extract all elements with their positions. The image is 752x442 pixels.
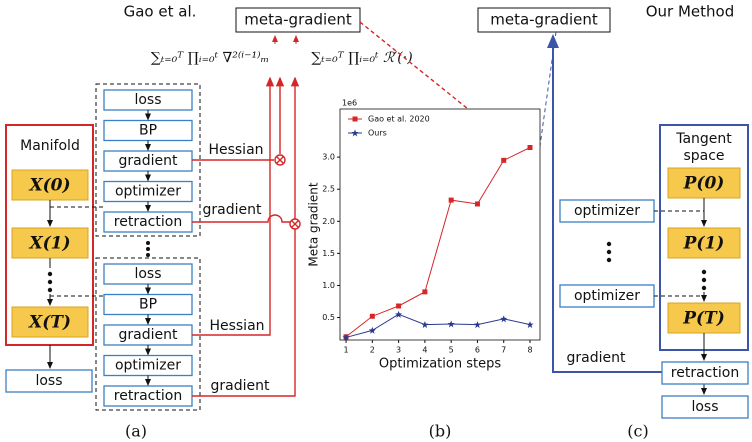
marker [369, 313, 375, 319]
x-tick-label: 3 [396, 346, 401, 355]
series-line [345, 147, 531, 338]
block-label: optimizer [115, 358, 181, 374]
header-right: Our Method [646, 3, 735, 21]
block-label: BP [139, 297, 157, 313]
optimizer-label: optimizer [574, 203, 640, 219]
x-tick-label: 7 [501, 346, 506, 355]
box [235, 7, 361, 33]
state [667, 227, 741, 259]
state [11, 227, 89, 259]
marker [395, 310, 403, 318]
y-tick-label: 2.5 [322, 185, 335, 194]
marker [368, 326, 376, 334]
block [95, 257, 201, 411]
gradient-label: gradient [567, 350, 626, 366]
x-tick-label: 6 [475, 346, 480, 355]
block-label: loss [134, 266, 161, 282]
caption: (a) [125, 422, 147, 441]
edge-label: gradient [211, 378, 270, 394]
y-tick-label: 3.0 [322, 153, 335, 162]
chart: (b) 0.5 1.0 1.5 2.0 2.5 3.0 1 2 3 4 5 6 7 8 1e6 Optimiz… [307, 99, 541, 441]
space-label: Tangent [675, 131, 732, 147]
x-axis-title: Optimization steps [379, 357, 501, 372]
block-label: gradient [119, 327, 178, 343]
x-tick-label: 8 [527, 346, 532, 355]
legend-marker [352, 116, 358, 122]
box [477, 7, 611, 33]
meta-left: meta-gradient [244, 11, 352, 29]
loss-label: loss [35, 373, 62, 389]
edge-label: gradient [203, 202, 262, 218]
marker [474, 201, 480, 207]
legend-label: Ours [368, 129, 387, 138]
optimizer-label: optimizer [574, 288, 640, 304]
y-axis-title: Meta gradient [307, 182, 321, 266]
y-tick-label: 0.5 [322, 313, 335, 322]
layout: Gao et al. Our Method meta-gradient meta… [5, 3, 749, 441]
block-label: BP [139, 123, 157, 139]
edge-label: Hessian [209, 318, 264, 334]
state-label: X(T) [28, 313, 71, 333]
state-label: P(1) [683, 234, 725, 254]
block-label: retraction [114, 214, 182, 230]
formula-left: ∑ₜ₌₀ᵀ ∏ᵢ₌₀ᵗ ∇²⁽ⁱ⁻¹⁾ₘ [151, 50, 269, 66]
box [5, 369, 93, 393]
block-label: optimizer [115, 184, 181, 200]
legend-label: Gao et al. 2020 [368, 115, 430, 124]
retraction-label: retraction [671, 365, 739, 381]
x-tick-label: 5 [449, 346, 454, 355]
marker [421, 321, 429, 329]
block-label: gradient [119, 153, 178, 169]
marker [448, 197, 454, 203]
marker [342, 333, 350, 341]
meta-right: meta-gradient [490, 11, 598, 29]
marker [396, 303, 402, 309]
series-line [345, 313, 531, 338]
space-label: space [683, 148, 724, 164]
scale-label: 1e6 [342, 99, 357, 108]
marker [526, 321, 534, 329]
legend-marker [351, 129, 359, 137]
block [95, 83, 201, 237]
state-label: X(1) [28, 234, 70, 254]
state [11, 306, 89, 338]
caption: (b) [429, 422, 452, 441]
plot-frame [339, 108, 541, 341]
block-label: loss [134, 92, 161, 108]
x-tick-label: 1 [343, 346, 348, 355]
box [661, 361, 749, 385]
marker [422, 289, 428, 295]
x-tick-label: 2 [370, 346, 375, 355]
box [661, 395, 749, 419]
state-label: P(T) [682, 309, 725, 329]
manifold-label: Manifold [20, 138, 80, 154]
state-label: X(0) [28, 176, 70, 196]
formula-right: ∑ₜ₌₀ᵀ ∏ᵢ₌₀ᵗ ℛ′(·) [311, 50, 412, 66]
marker [473, 321, 481, 329]
header-left: Gao et al. [124, 3, 197, 21]
caption: (c) [627, 422, 648, 441]
marker [447, 320, 455, 328]
state [667, 167, 741, 199]
state [667, 302, 741, 334]
marker [501, 157, 507, 163]
y-tick-label: 1.0 [322, 281, 335, 290]
edge-label: Hessian [208, 142, 263, 158]
y-tick-label: 1.5 [322, 249, 335, 258]
state [11, 169, 89, 201]
marker [527, 145, 533, 150]
loss-label: loss [691, 399, 718, 415]
state-label: P(0) [683, 174, 725, 194]
y-tick-label: 2.0 [322, 217, 335, 226]
block-label: retraction [114, 388, 182, 404]
marker [500, 315, 508, 323]
x-tick-label: 4 [422, 346, 427, 355]
